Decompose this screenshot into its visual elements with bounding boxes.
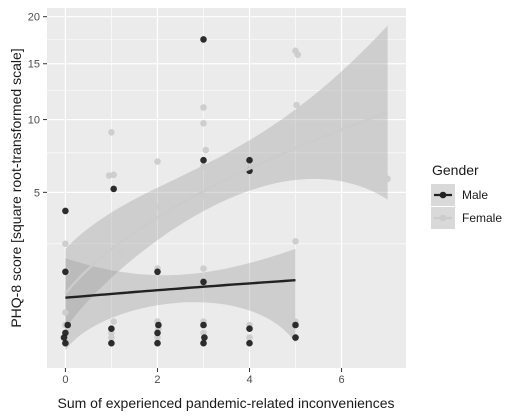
- y-tick-label: 20: [28, 12, 40, 24]
- point-female: [293, 101, 300, 109]
- point-female: [294, 51, 302, 58]
- legend-label-male: Male: [462, 188, 488, 202]
- point-female: [110, 318, 117, 325]
- point-male: [246, 339, 253, 347]
- y-tick-label: 5: [34, 187, 40, 199]
- point-female: [62, 309, 69, 316]
- point-male: [60, 334, 68, 341]
- point-male: [155, 321, 162, 329]
- panel-background: [47, 8, 406, 368]
- point-male: [200, 339, 207, 347]
- point-female: [200, 162, 207, 170]
- legend-key-point: [439, 191, 447, 199]
- point-female: [156, 203, 164, 211]
- point-male: [292, 321, 299, 329]
- fit-line-female: [64, 111, 389, 295]
- point-male: [201, 334, 208, 341]
- point-male: [246, 325, 253, 333]
- grid-major: [47, 8, 406, 368]
- point-female: [108, 129, 115, 136]
- point-male: [110, 185, 117, 193]
- grid-minor: [47, 8, 406, 368]
- point-male: [62, 207, 69, 215]
- point-male: [154, 329, 161, 337]
- y-axis-title: PHQ-8 score [square root-transformed sca…: [8, 48, 24, 327]
- legend-title: Gender: [432, 162, 479, 178]
- point-male: [108, 339, 115, 347]
- fit-lines: [64, 111, 389, 299]
- point-female: [117, 248, 124, 255]
- x-tick-label: 2: [154, 374, 160, 386]
- point-female: [200, 192, 207, 200]
- legend: Gender Male Female: [431, 162, 502, 229]
- legend-key-female: Female: [431, 207, 502, 229]
- x-tick-label: 4: [246, 374, 252, 386]
- confidence-band-male: [65, 248, 296, 351]
- point-male: [154, 339, 161, 347]
- tick-labels: 0 2 4 6 5 10 15 20: [28, 12, 345, 386]
- legend-key-point: [439, 214, 447, 222]
- x-axis-title: Sum of experienced pandemic-related inco…: [58, 395, 395, 411]
- point-male: [200, 36, 207, 43]
- point-female: [384, 175, 391, 183]
- point-female: [200, 265, 207, 272]
- legend-keys: Male Female: [431, 184, 502, 229]
- y-tick-label: 10: [28, 115, 40, 127]
- point-female: [110, 171, 117, 179]
- point-male: [62, 268, 69, 276]
- point-male: [62, 339, 69, 347]
- point-male: [200, 321, 207, 329]
- x-tick-label: 6: [339, 374, 345, 386]
- fit-line-male: [65, 279, 296, 299]
- confidence-ribbons: [65, 25, 388, 351]
- point-female: [108, 334, 115, 341]
- point-male: [64, 321, 71, 329]
- point-female: [202, 146, 210, 154]
- point-male: [200, 278, 207, 286]
- point-male: [292, 334, 299, 341]
- point-female: [154, 334, 161, 341]
- point-female: [246, 334, 253, 341]
- point-female: [292, 238, 299, 245]
- point-female: [62, 240, 69, 248]
- confidence-band-female: [65, 25, 388, 329]
- point-male: [108, 325, 115, 333]
- legend-label-female: Female: [462, 211, 502, 225]
- point-female: [200, 104, 207, 111]
- legend-key-male: Male: [431, 184, 488, 206]
- x-tick-label: 0: [62, 374, 68, 386]
- point-female: [154, 158, 161, 165]
- axis-ticks: [43, 16, 343, 372]
- point-female: [200, 120, 207, 127]
- data-points: [60, 36, 391, 347]
- point-male: [246, 156, 253, 164]
- point-male: [200, 156, 207, 164]
- point-male: [154, 268, 161, 276]
- y-tick-label: 15: [28, 59, 40, 71]
